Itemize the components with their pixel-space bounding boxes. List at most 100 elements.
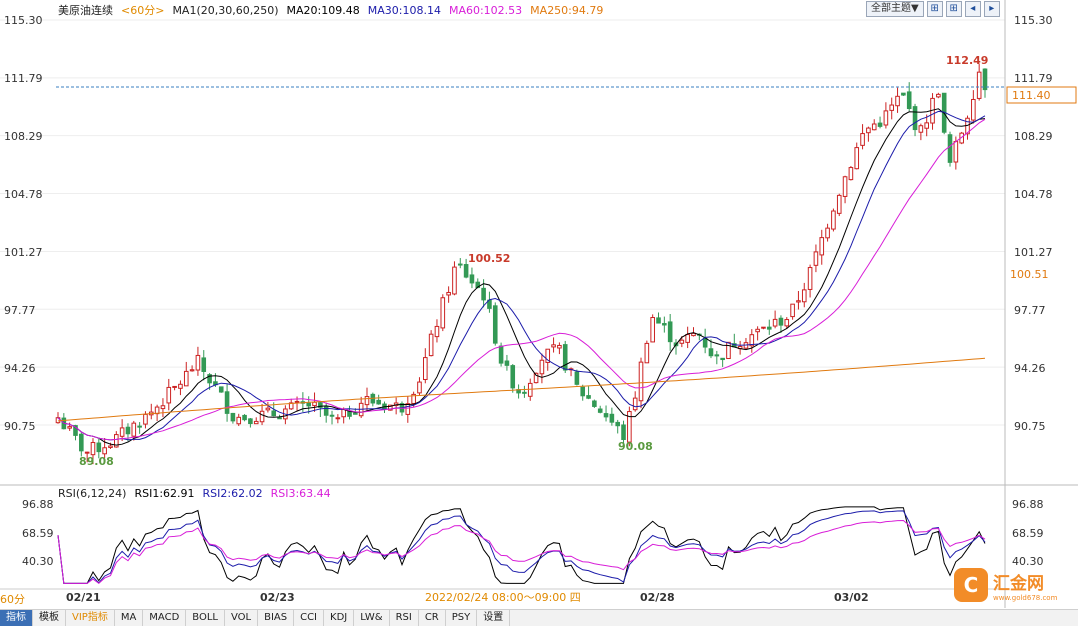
annotation-low-mid: 90.08 <box>618 440 653 453</box>
candle-body <box>644 342 650 364</box>
tab-indicators[interactable]: 指标 <box>0 610 33 626</box>
tab-lw[interactable]: LW& <box>354 610 390 626</box>
candle-body <box>936 93 941 98</box>
rsi3-value: RSI3:63.44 <box>270 487 331 500</box>
tab-boll[interactable]: BOLL <box>186 610 225 626</box>
period-label[interactable]: <60分> <box>121 4 165 17</box>
price-tick: 101.27 <box>4 246 43 259</box>
moving-average-lines <box>57 108 986 446</box>
candle-body <box>813 251 819 266</box>
tab-macd[interactable]: MACD <box>143 610 187 626</box>
zoom-in-icon[interactable]: ⊞ <box>945 1 962 17</box>
candle-body <box>609 413 615 423</box>
candle-body <box>218 386 224 393</box>
rsi-tick: 96.88 <box>1012 498 1044 511</box>
candle-body <box>498 345 504 364</box>
candle-body <box>778 317 784 326</box>
annotation-low-left: 89.08 <box>79 455 114 468</box>
candle-body <box>714 354 720 357</box>
rsi-params: RSI(6,12,24) <box>58 487 127 500</box>
candle-body <box>726 341 731 360</box>
candle-body <box>615 421 620 427</box>
candle-body <box>428 333 434 357</box>
logo-url: www.gold678.com <box>993 593 1058 602</box>
candle-body <box>265 407 271 411</box>
tab-rsi[interactable]: RSI <box>390 610 419 626</box>
candle-body <box>871 123 877 131</box>
candle-body <box>172 385 177 388</box>
candle-body <box>638 361 644 402</box>
period-select[interactable]: 60分 <box>0 593 25 606</box>
candle-body <box>621 424 626 440</box>
tab-vol[interactable]: VOL <box>225 610 259 626</box>
price-tick: 111.79 <box>4 72 43 85</box>
tab-cr[interactable]: CR <box>419 610 446 626</box>
candle-body <box>801 289 807 303</box>
tab-bias[interactable]: BIAS <box>258 610 295 626</box>
price-tick: 94.26 <box>4 362 36 375</box>
date-label: 02/23 <box>260 591 295 604</box>
candle-body <box>702 337 708 348</box>
candle-body <box>131 422 137 437</box>
tab-cci[interactable]: CCI <box>294 610 325 626</box>
candle-body <box>236 416 242 425</box>
candle-body <box>720 357 725 361</box>
candlestick-series <box>55 63 988 465</box>
scroll-right-icon[interactable]: ▸ <box>983 1 1000 17</box>
zoom-out-icon[interactable]: ⊞ <box>926 1 943 17</box>
candle-body <box>918 125 924 133</box>
candle-body <box>836 194 842 214</box>
candle-body <box>195 354 201 371</box>
price-tick: 108.29 <box>4 130 43 143</box>
toolbar: 全部主题▼ ⊞ ⊞ ◂ ▸ <box>866 1 1000 17</box>
scroll-left-icon[interactable]: ◂ <box>964 1 981 17</box>
price-tick: 90.75 <box>1014 420 1046 433</box>
current-price-label: 111.40 <box>1012 89 1051 102</box>
candle-body <box>504 360 510 366</box>
candle-body <box>259 410 265 423</box>
candle-body <box>201 357 207 372</box>
tab-psy[interactable]: PSY <box>446 610 478 626</box>
candle-body <box>114 434 119 448</box>
price-tick: 94.26 <box>1014 362 1046 375</box>
candle-body <box>784 319 790 327</box>
rsi1-line <box>57 506 986 584</box>
candle-body <box>656 317 661 324</box>
candle-body <box>242 414 247 421</box>
date-label: 02/28 <box>640 591 675 604</box>
candle-body <box>137 425 142 428</box>
tab-ma[interactable]: MA <box>115 610 144 626</box>
ma250-value: MA250:94.79 <box>530 3 604 17</box>
price-tick: 111.79 <box>1014 72 1053 85</box>
candle-body <box>906 91 912 110</box>
logo-icon: C <box>954 568 988 602</box>
rsi-tick: 40.30 <box>1012 555 1044 568</box>
candle-body <box>679 339 685 344</box>
candle-body <box>889 104 895 111</box>
rsi2-line <box>57 510 986 584</box>
candle-body <box>423 357 428 381</box>
candle-body <box>842 176 848 197</box>
candle-body <box>434 325 440 338</box>
candle-body <box>586 395 591 399</box>
candle-body <box>761 326 766 329</box>
candle-body <box>545 348 551 363</box>
candle-body <box>353 412 358 415</box>
candle-body <box>271 410 277 417</box>
theme-select-button[interactable]: 全部主题▼ <box>866 1 924 17</box>
candle-body <box>318 402 323 408</box>
tab-template[interactable]: 模板 <box>33 610 66 626</box>
candle-body <box>627 411 632 443</box>
candle-body <box>749 334 755 347</box>
rsi-tick: 96.88 <box>22 498 54 511</box>
candle-body <box>312 401 317 407</box>
tab-kdj[interactable]: KDJ <box>324 610 355 626</box>
candle-body <box>848 167 854 181</box>
candle-body <box>96 442 102 453</box>
ma30-line <box>57 110 986 441</box>
tab-settings[interactable]: 设置 <box>477 610 511 626</box>
ma-params: MA1(20,30,60,250) <box>172 3 279 17</box>
tab-vip[interactable]: VIP指标 <box>66 610 115 626</box>
candle-body <box>189 369 195 372</box>
